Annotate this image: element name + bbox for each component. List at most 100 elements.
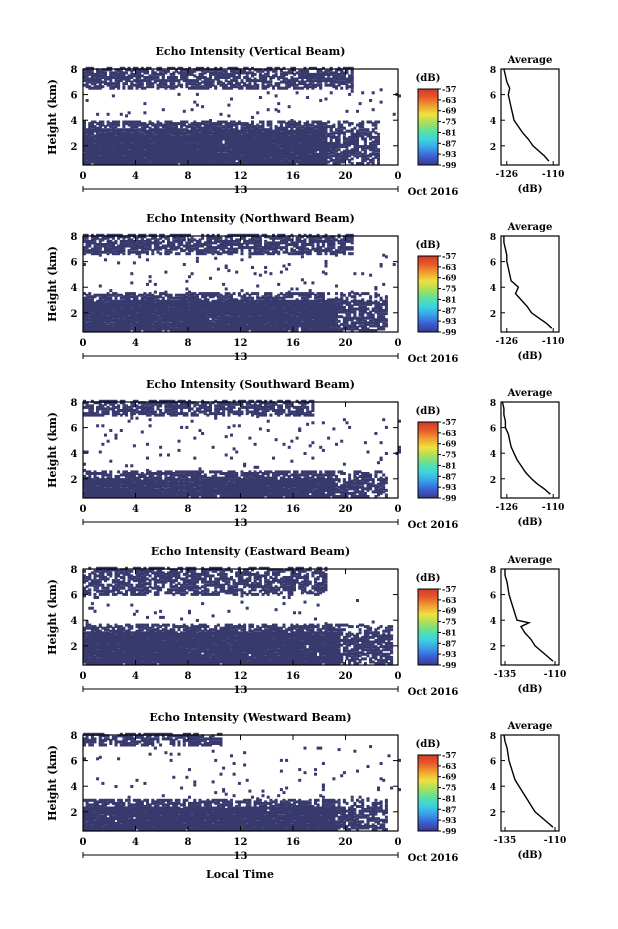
heatmap-cell [159, 83, 163, 87]
heatmap-cell [222, 76, 226, 79]
heatmap-cell [240, 327, 244, 331]
heatmap-cell [363, 149, 367, 153]
heatmap-cell [119, 139, 123, 142]
colorbar-tick-label: -87 [442, 138, 456, 148]
heatmap-cell [256, 322, 260, 326]
heatmap-cell [161, 155, 165, 159]
heatmap-cell [232, 315, 236, 319]
heatmap-cell [264, 158, 268, 162]
heatmap-cell [198, 148, 202, 152]
y-tick-label: 6 [71, 91, 78, 102]
heatmap-cell [188, 129, 191, 133]
heatmap-cell [253, 310, 257, 314]
heatmap-cell [177, 315, 181, 319]
colorbar-tick-label: -63 [442, 95, 457, 105]
heatmap-cell [98, 327, 102, 331]
heatmap-cell [211, 126, 215, 130]
heatmap-cell [261, 126, 265, 130]
heatmap-cell [274, 108, 278, 112]
heatmap-cell [85, 160, 89, 164]
heatmap-cell [119, 319, 123, 323]
heatmap-cell [119, 112, 123, 116]
heatmap-cell [195, 152, 199, 156]
heatmap-cell [201, 143, 205, 147]
heatmap-cell [193, 120, 197, 124]
heatmap-cell [245, 125, 249, 129]
heatmap-cell [201, 131, 205, 135]
heatmap-cell [324, 160, 328, 164]
heatmap-cell [206, 319, 210, 323]
heatmap-cell [350, 128, 354, 132]
heatmap-cell [371, 91, 375, 95]
heatmap-cell [279, 139, 283, 142]
heatmap-cell [290, 148, 294, 152]
heatmap-cell [132, 327, 136, 331]
heatmap-cell [222, 128, 226, 132]
heatmap-cell [311, 134, 315, 138]
heatmap-cell [127, 123, 131, 127]
heatmap-cell [248, 319, 252, 323]
heatmap-cell [203, 319, 207, 323]
heatmap-cell [332, 79, 336, 83]
heatmap-cell [266, 310, 270, 314]
heatmap-cell [130, 160, 134, 164]
heatmap-cell [243, 155, 247, 159]
heatmap-cell [232, 123, 236, 127]
heatmap-cell [125, 76, 128, 79]
heatmap-cell [353, 310, 357, 314]
heatmap-cell [371, 329, 375, 332]
heatmap-cell [356, 142, 359, 145]
heatmap-cell [138, 148, 142, 152]
heatmap-cell [167, 155, 170, 159]
heatmap-cell [348, 74, 352, 78]
heatmap-cell [293, 72, 296, 76]
heatmap-cell [230, 120, 233, 124]
heatmap-cell [182, 322, 186, 326]
heatmap-cell [303, 143, 307, 147]
heatmap-cell [240, 139, 244, 142]
heatmap-cell [230, 66, 233, 70]
heatmap-cell [300, 69, 304, 73]
heatmap-cell [303, 160, 307, 164]
heatmap-cell [206, 123, 210, 127]
heatmap-cell [282, 79, 286, 83]
heatmap-cell [174, 327, 178, 331]
heatmap-cell [232, 322, 236, 326]
heatmap-cell [363, 146, 367, 150]
heatmap-cell [274, 315, 278, 319]
heatmap-cell [117, 120, 121, 124]
colorbar-tick-label: -57 [442, 84, 456, 94]
date-day-label: 13 [234, 185, 248, 196]
heatmap-cell [101, 160, 105, 164]
heatmap-cell [324, 139, 328, 142]
heatmap-cell [161, 82, 165, 86]
heatmap-cell [337, 157, 341, 161]
heatmap-cell [316, 327, 320, 331]
heatmap-cell [125, 327, 128, 331]
heatmap-cell [96, 148, 100, 152]
heatmap-cell [245, 129, 249, 133]
heatmap-cell [319, 137, 323, 141]
heatmap-cell [167, 310, 170, 314]
heatmap-cell [290, 134, 294, 138]
heatmap-cell [206, 79, 210, 83]
heatmap-cell [188, 69, 191, 73]
heatmap-cell [340, 309, 344, 312]
heatmap-cell [308, 72, 312, 76]
heatmap-cell [266, 160, 270, 164]
heatmap-cell [96, 315, 100, 319]
heatmap-cell [211, 131, 215, 135]
heatmap-cell [174, 322, 178, 326]
heatmap-cell [361, 120, 365, 124]
heatmap-cell [190, 71, 194, 75]
heatmap-cell [306, 126, 310, 130]
x-tick-label: 12 [234, 171, 248, 182]
heatmap-cell [258, 322, 262, 326]
heatmap-cell [135, 319, 139, 323]
colorbar-unit: (dB) [416, 73, 441, 84]
heatmap-cell [127, 131, 131, 135]
heatmap-cell [319, 139, 323, 142]
heatmap-cell [258, 160, 262, 164]
heatmap-cell [279, 72, 283, 76]
heatmap-cell [172, 71, 176, 75]
